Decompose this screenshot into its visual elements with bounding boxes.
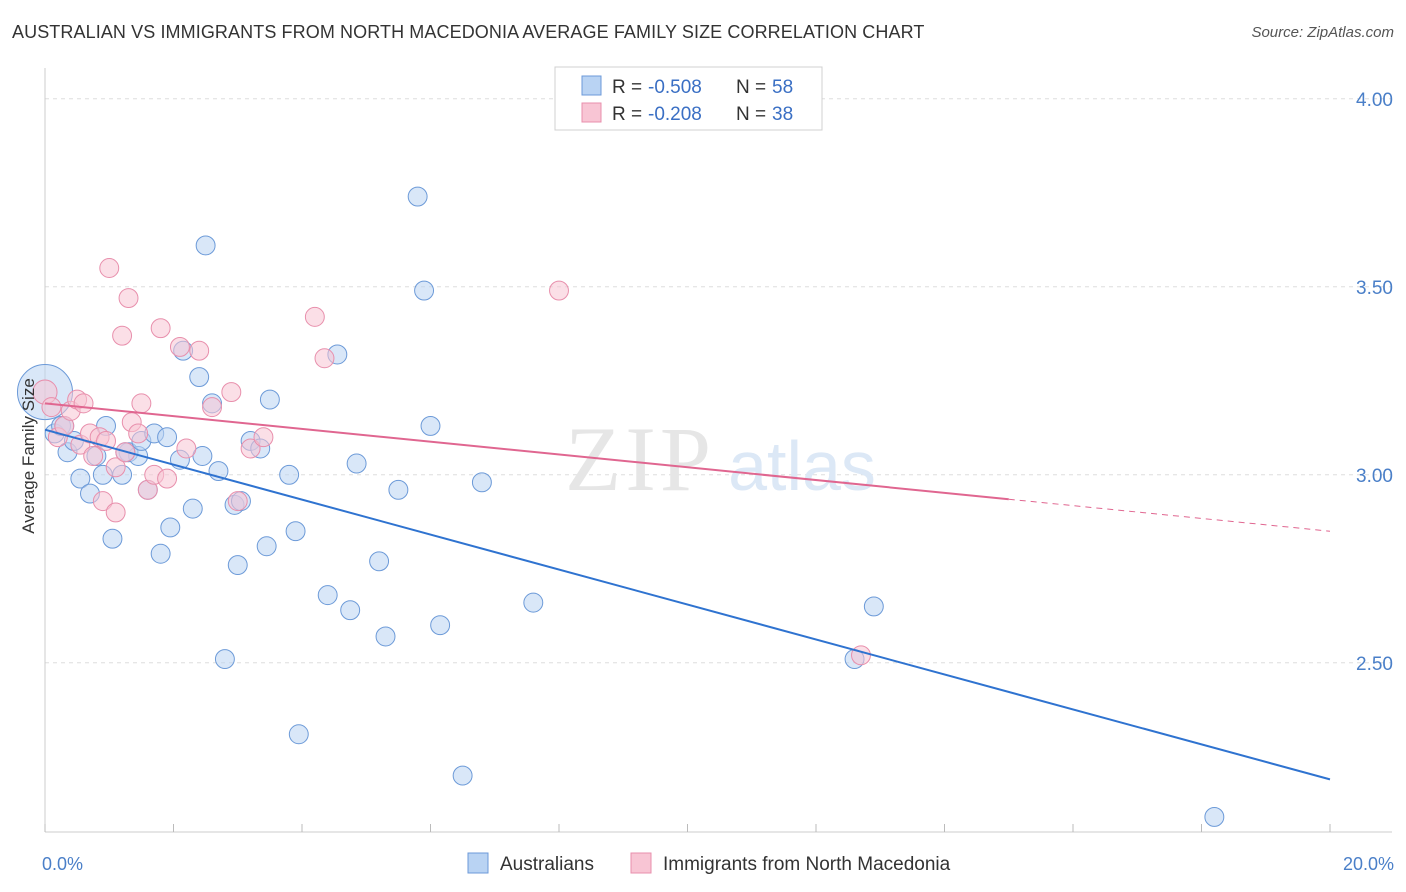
bottom-legend-swatch-blue <box>467 852 489 874</box>
australians-point <box>523 592 544 613</box>
macedonia-point <box>549 280 569 301</box>
legend-r-label-2: R = <box>612 104 642 125</box>
macedonia-point <box>112 325 133 346</box>
bottom-legend-label-australians: Australians <box>500 854 594 875</box>
macedonia-point <box>105 502 126 523</box>
macedonia-point <box>221 382 242 403</box>
chart-source: Source: ZipAtlas.com <box>1251 24 1394 41</box>
legend: R = -0.508 N = 58 R = -0.208 N = 38 <box>554 66 823 131</box>
bottom-legend-swatch-pink <box>630 852 652 874</box>
australians-point <box>102 528 123 549</box>
macedonia-point <box>202 397 223 418</box>
legend-n-value-2: 38 <box>772 104 793 125</box>
australians-point <box>70 468 91 489</box>
australians-point <box>471 472 492 493</box>
australians-point <box>285 521 306 542</box>
bottom-legend: Australians Immigrants from North Macedo… <box>467 852 951 875</box>
legend-swatch-pink <box>581 102 602 123</box>
australians-point <box>157 427 178 448</box>
australians-point <box>214 649 235 669</box>
macedonia-point <box>227 491 248 512</box>
australians-point <box>430 615 451 636</box>
macedonia-point <box>131 393 152 414</box>
macedonia-point <box>176 438 197 459</box>
australians-point <box>863 596 884 617</box>
australians-point <box>388 479 409 500</box>
macedonia-point <box>253 427 274 448</box>
macedonia-point <box>128 423 149 444</box>
watermark-zip: ZIP <box>565 408 715 510</box>
australians-trend-line <box>44 428 1331 781</box>
australians-point <box>195 235 216 256</box>
australians-point <box>192 446 213 466</box>
macedonia-point <box>189 340 210 361</box>
australians-point <box>150 543 171 564</box>
y-tick-label: 3.50 <box>1356 278 1393 299</box>
legend-n-label-2: N = <box>736 104 766 125</box>
macedonia-trend-extension <box>1008 498 1331 532</box>
legend-n-label-1: N = <box>736 77 766 98</box>
macedonia-point <box>118 288 139 309</box>
x-tick-label: 20.0% <box>1343 854 1394 874</box>
data-points <box>16 186 1225 827</box>
legend-r-value-2: -0.208 <box>648 104 702 125</box>
australians-point <box>256 536 277 557</box>
macedonia-trend-line <box>44 402 1009 501</box>
macedonia-point <box>92 491 113 512</box>
macedonia-point <box>41 397 62 418</box>
macedonia-point <box>99 258 120 278</box>
australians-point <box>407 186 428 207</box>
y-axis-label: Average Family Size <box>19 378 38 534</box>
australians-point <box>340 600 361 621</box>
australians-point <box>189 367 210 388</box>
australians-point <box>279 464 300 485</box>
legend-r-label-1: R = <box>612 77 642 98</box>
chart-title: AUSTRALIAN VS IMMIGRANTS FROM NORTH MACE… <box>12 22 925 42</box>
axes: 2.50 3.00 3.50 4.00 0.0% 20.0% <box>42 68 1394 874</box>
australians-point <box>414 280 435 301</box>
australians-point <box>375 626 396 647</box>
macedonia-point <box>240 438 261 459</box>
y-tick-label: 3.00 <box>1356 466 1393 487</box>
australians-point <box>346 453 367 474</box>
grid <box>45 98 1392 664</box>
y-tick-label: 4.00 <box>1356 90 1393 111</box>
macedonia-point <box>73 393 94 414</box>
legend-r-value-1: -0.508 <box>648 77 702 98</box>
australians-point <box>182 498 203 519</box>
macedonia-point <box>304 306 325 327</box>
macedonia-point <box>105 457 126 478</box>
x-tick-label: 0.0% <box>42 854 83 874</box>
macedonia-point <box>83 446 104 466</box>
watermark-atlas: atlas <box>728 427 876 505</box>
australians-point <box>227 555 248 575</box>
macedonia-point <box>150 318 171 339</box>
legend-swatch-blue <box>581 75 602 96</box>
macedonia-point <box>157 468 178 489</box>
australians-point <box>452 765 473 786</box>
australians-point <box>1204 807 1225 827</box>
bottom-legend-label-macedonia: Immigrants from North Macedonia <box>663 854 951 875</box>
australians-point <box>288 724 309 745</box>
macedonia-point <box>169 337 190 357</box>
macedonia-point <box>314 348 335 369</box>
legend-n-value-1: 58 <box>772 77 793 98</box>
australians-point <box>259 389 280 410</box>
australians-point <box>160 517 181 538</box>
australians-point <box>369 551 390 572</box>
australians-point <box>420 415 441 436</box>
macedonia-point <box>851 645 871 666</box>
y-tick-label: 2.50 <box>1356 654 1393 675</box>
trend-lines <box>44 402 1331 781</box>
australians-point <box>317 585 338 606</box>
